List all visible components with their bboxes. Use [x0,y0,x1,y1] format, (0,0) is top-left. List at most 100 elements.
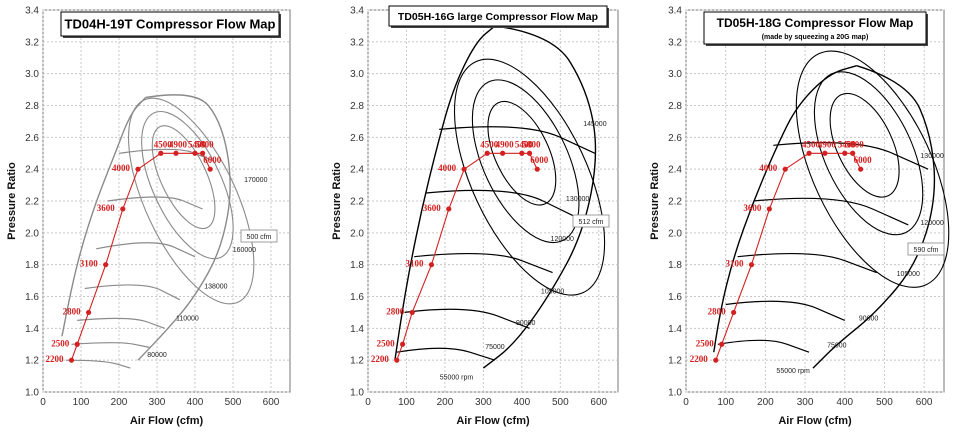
efficiency-island [453,58,606,296]
efficiency-island [151,125,216,230]
operating-point [782,166,788,172]
flow-map-panel-3: 0 100 200 300 400 500 600 1.0 1.2 1.4 1.6 1.8 2.0 2.2… [649,6,950,427]
flow-callout-text: 500 cfm [247,234,272,241]
rpm-label: 4000 [112,163,131,173]
surge-line [394,25,496,361]
speed-line-label: 110000 [176,315,199,322]
chart-title: TD05H-18G Compressor Flow Map [717,16,914,30]
operating-point [207,166,213,172]
speed-line [84,284,181,301]
operating-point [719,341,725,347]
y-tick-label: 1.6 [25,292,39,303]
y-tick-label: 1.6 [350,292,364,303]
x-tick-label: 0 [683,397,689,408]
rpm-label: 2200 [46,354,65,364]
rpm-label: 4900 [496,139,515,149]
operating-point [731,309,737,316]
rpm-label: 2500 [51,338,70,348]
compressor-map-lines: 130000 120000 105000 90000 75000 55000 rpm [713,50,950,375]
x-axis-label: Air Flow (cfm) [456,415,530,427]
y-tick-label: 1.8 [350,260,364,271]
speed-line [107,196,203,210]
x-tick-label: 300 [149,397,166,408]
operating-point [135,166,141,172]
speed-line-label: 105000 [897,271,920,278]
y-tick-label: 2.4 [350,165,364,176]
rpm-label: 4500 [154,139,173,149]
speed-line-label: 90000 [859,315,879,322]
y-tick-label: 3.0 [350,69,364,80]
speed-line [404,308,530,329]
y-tick-label: 1.2 [350,356,364,367]
rpm-label: 4500 [480,139,499,149]
y-tick-label: 1.4 [350,324,364,335]
speed-line-label: 120000 [551,236,574,243]
operating-point [200,150,206,156]
surge-line [61,97,147,337]
rpm-label: 3100 [405,259,424,269]
speed-line-label: 120000 [920,220,943,227]
x-tick-label: 100 [73,397,90,408]
rpm-label: 4000 [759,163,778,173]
flow-callout-box [572,214,610,228]
speed-line [425,189,576,218]
flow-map-panel-1: 0 100 200 300 400 500 600 1.0 1.2 1.4 1.6 1.8 2.0 2.2… [6,6,291,427]
speed-line [71,342,150,348]
speed-line [96,242,196,258]
y-tick-label: 3.2 [350,37,364,48]
y-tick-label: 2.0 [668,228,682,239]
x-tick-label: 500 [876,397,893,408]
y-tick-label: 2.0 [25,228,39,239]
y-tick-label: 3.4 [350,6,364,17]
y-tick-label: 3.2 [25,37,39,48]
y-tick-label: 2.2 [25,197,39,208]
rpm-label: 2500 [696,338,715,348]
speed-line [725,300,846,321]
x-tick-label: 500 [225,397,242,408]
title-box [388,5,608,27]
rpm-label: 2200 [371,354,390,364]
operating-point [461,166,467,172]
y-tick-label: 2.6 [25,133,39,144]
compressor-map-lines: 145000 130000 120000 105000 90000 75000 55000 … [394,25,607,381]
speed-line [439,126,596,154]
x-tick-label: 0 [365,397,371,408]
speed-line-label: 105000 [541,288,564,295]
x-tick-label: 600 [916,397,933,408]
efficiency-island [487,100,557,206]
operating-point [842,150,848,156]
x-tick-label: 200 [437,397,454,408]
operating-point [103,262,109,268]
operating-point [806,150,812,156]
operating-point [192,150,198,156]
y-tick-label: 1.2 [668,356,682,367]
operating-point [534,166,540,172]
chart-title: TD05H-16G large Compressor Flow Map [398,11,598,23]
surge-line [713,65,857,353]
y-tick-label: 3.2 [668,37,682,48]
y-tick-label: 3.4 [25,6,39,17]
x-tick-label: 400 [187,397,204,408]
y-tick-label: 3.4 [668,6,682,17]
y-tick-label: 2.0 [350,228,364,239]
y-tick-label: 1.2 [25,356,39,367]
rpm-label: 3600 [743,203,762,213]
speed-line [717,339,810,353]
rpm-label: 2800 [386,306,405,316]
choke-line [137,94,231,361]
compressor-map-lines: 170000 160000 138000 110000 80000 [61,94,268,369]
speed-line-label: 75000 [485,344,505,351]
rpm-label: 5800 [196,139,215,149]
rpm-label: 3100 [725,259,744,269]
efficiency-island [471,79,580,244]
title-box [703,11,927,45]
y-tick-label: 1.4 [668,324,682,335]
title-box [60,11,280,37]
speed-line [396,347,496,361]
rpm-label: 3100 [80,259,99,269]
x-tick-label: 400 [514,397,531,408]
y-axis-label: Pressure Ratio [649,162,661,240]
x-tick-label: 500 [552,397,569,408]
rpm-label: 2800 [63,306,82,316]
